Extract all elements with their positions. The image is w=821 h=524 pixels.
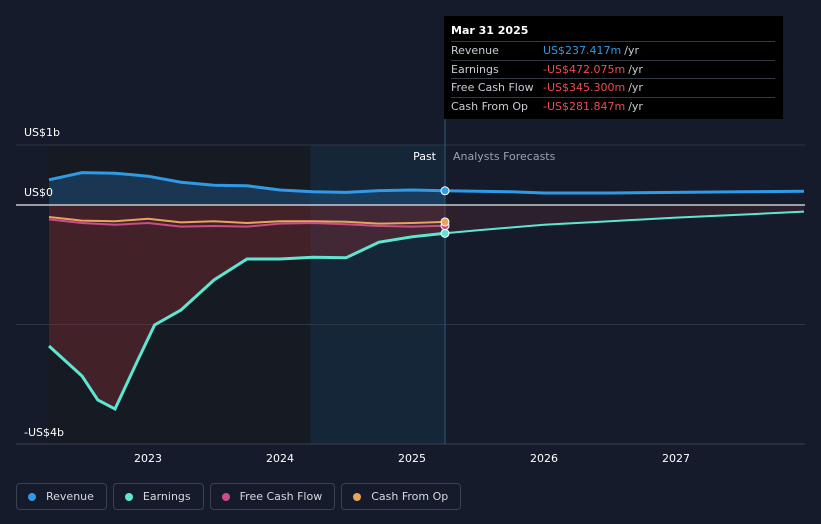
legend-dot-icon [28, 492, 36, 501]
legend-label: Earnings [142, 490, 191, 503]
x-tick-label: 2026 [530, 452, 558, 465]
legend: Revenue Earnings Free Cash Flow Cash Fro… [16, 483, 462, 512]
tooltip-value: US$237.417m [543, 44, 622, 57]
x-tick-label: 2024 [266, 452, 294, 465]
earnings-marker [440, 228, 450, 238]
revenue-marker [440, 186, 450, 196]
revenue-forecast-line [444, 189, 805, 195]
y-axis-label-top: US$1b [24, 126, 60, 139]
earnings-forecast-line [444, 210, 805, 235]
tooltip-unit: /yr [628, 81, 643, 94]
forecast-label: Analysts Forecasts [453, 150, 556, 163]
tooltip-value: -US$345.300m [543, 81, 626, 94]
x-tick-label: 2025 [398, 452, 426, 465]
tooltip-unit: /yr [628, 99, 643, 113]
x-tick-label: 2027 [662, 452, 690, 465]
tooltip-row-revenue: Revenue US$237.417m /yr [451, 41, 775, 60]
legend-item-cash-from-op[interactable]: Cash From Op [341, 483, 462, 510]
legend-item-free-cash-flow[interactable]: Free Cash Flow [209, 483, 336, 510]
revenue-line [48, 171, 446, 194]
earnings-area [49, 205, 445, 409]
tooltip-row-earnings: Earnings -US$472.075m /yr [451, 59, 775, 79]
tooltip-unit: /yr [624, 44, 639, 57]
tooltip-row-cash-from-op: Cash From Op -US$281.847m /yr [451, 96, 775, 116]
cash-from-op-marker [440, 217, 450, 227]
y-axis-label-zero: US$0 [24, 186, 53, 199]
tooltip-date: Mar 31 2025 [451, 24, 529, 37]
tooltip-label: Free Cash Flow [451, 81, 534, 94]
cash-from-op-line [48, 216, 446, 225]
free-cash-flow-line [48, 218, 446, 228]
y-axis-label-bottom: -US$4b [24, 426, 64, 439]
x-tick-label: 2023 [134, 452, 162, 465]
earnings-line [47, 231, 446, 412]
legend-label: Cash From Op [371, 490, 449, 503]
legend-label: Revenue [46, 490, 94, 503]
revenue-area [49, 172, 445, 205]
tooltip: Mar 31 2025 Revenue US$237.417m /yr Earn… [444, 16, 783, 119]
legend-dot-icon [221, 492, 230, 501]
past-label: Past [413, 150, 437, 163]
tooltip-label: Cash From Op [451, 99, 529, 113]
tooltip-unit: /yr [628, 62, 643, 76]
tooltip-label: Revenue [451, 44, 499, 57]
tooltip-label: Earnings [451, 62, 499, 76]
legend-dot-icon [353, 492, 362, 501]
legend-item-earnings[interactable]: Earnings [112, 483, 204, 510]
tooltip-row-free-cash-flow: Free Cash Flow -US$345.300m /yr [451, 78, 775, 97]
earnings-forecast-area [445, 205, 804, 234]
tooltip-value: -US$472.075m [543, 62, 626, 76]
legend-item-revenue[interactable]: Revenue [16, 483, 107, 510]
legend-label: Free Cash Flow [239, 490, 323, 503]
tooltip-value: -US$281.847m [543, 99, 626, 113]
legend-dot-icon [124, 492, 133, 501]
